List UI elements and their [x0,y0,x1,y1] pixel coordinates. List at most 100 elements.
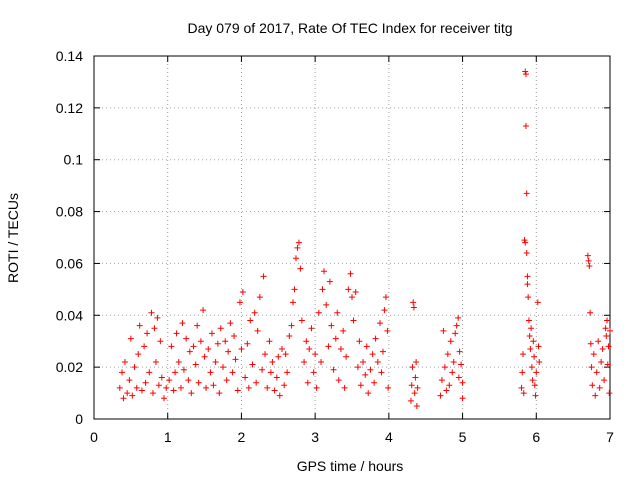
y-tick-labels: 0 0.02 0.04 0.06 0.08 0.1 0.12 0.14 [56,48,83,427]
data-point [192,361,199,368]
data-point [158,374,165,381]
data-point [522,71,529,78]
data-point [525,317,532,324]
x-tick-labels: 0 1 2 3 4 5 6 7 [90,429,614,445]
data-point [200,307,207,314]
data-point [530,338,537,345]
data-point [152,358,159,365]
data-point [360,358,367,365]
data-point [593,369,600,376]
data-point [589,382,596,389]
plot-frame [93,55,611,420]
data-point [260,273,267,280]
data-point [604,361,611,368]
y-tick-label: 0.08 [56,204,83,220]
data-point [298,317,305,324]
x-axis-label: GPS time / hours [297,458,404,474]
data-point [161,395,168,402]
data-point [379,348,386,355]
data-point [528,364,535,371]
data-point [524,273,531,280]
data-point [372,335,379,342]
data-point [533,369,540,376]
data-point [155,382,162,389]
data-point [449,369,456,376]
data-point [306,345,313,352]
data-point [588,364,595,371]
data-point [523,190,530,197]
data-point [522,239,529,246]
data-point [459,379,466,386]
data-point [378,369,385,376]
data-point [236,299,243,306]
data-point [354,364,361,371]
data-point [231,333,238,340]
data-point [584,252,591,259]
data-point [286,333,293,340]
data-point [524,281,531,288]
y-axis-label: ROTI / TECUs [5,193,21,283]
data-point [607,327,613,334]
data-point [334,309,341,316]
data-point [523,250,530,257]
data-point [441,364,448,371]
data-point [320,268,327,275]
data-point [587,340,594,347]
y-tick-label: 0.14 [56,48,83,64]
data-point [371,379,378,386]
data-point [446,382,453,389]
data-point [208,330,215,337]
data-point [276,392,283,399]
data-point [592,392,599,399]
data-point [412,374,419,381]
data-point [216,390,223,397]
data-point [186,348,193,355]
data-point [410,304,417,311]
data-point [385,384,392,391]
data-point [532,392,539,399]
data-point [455,374,462,381]
data-point [253,379,260,386]
data-point [207,369,214,376]
data-point [220,364,226,371]
data-point [450,358,457,365]
data-point [148,309,155,316]
data-point [603,333,610,340]
data-point [356,338,363,345]
data-point [256,294,263,301]
data-point [267,369,274,376]
data-point [288,322,295,329]
data-point [238,345,245,352]
data-point [536,358,543,365]
data-point [254,327,261,334]
data-point [522,68,529,75]
data-point [596,384,603,391]
data-point [352,288,359,295]
data-point [154,314,161,321]
x-tick-label: 1 [164,429,172,445]
data-point [297,265,304,272]
data-point [347,270,354,277]
data-point [519,369,526,376]
data-point [136,322,143,329]
x-tick-label: 2 [238,429,246,445]
data-point [529,377,536,384]
data-point [190,343,197,350]
data-point [183,335,190,342]
data-point [173,330,180,337]
data-point [369,351,376,358]
data-point [129,392,136,399]
data-point [149,390,156,397]
data-point [590,351,597,358]
data-point [245,384,252,391]
data-point [168,343,175,350]
data-point [384,327,391,334]
data-point [214,340,221,347]
data-point [407,397,414,404]
data-point [185,377,192,384]
data-point [144,330,151,337]
data-point [604,317,611,324]
data-point [284,369,291,376]
